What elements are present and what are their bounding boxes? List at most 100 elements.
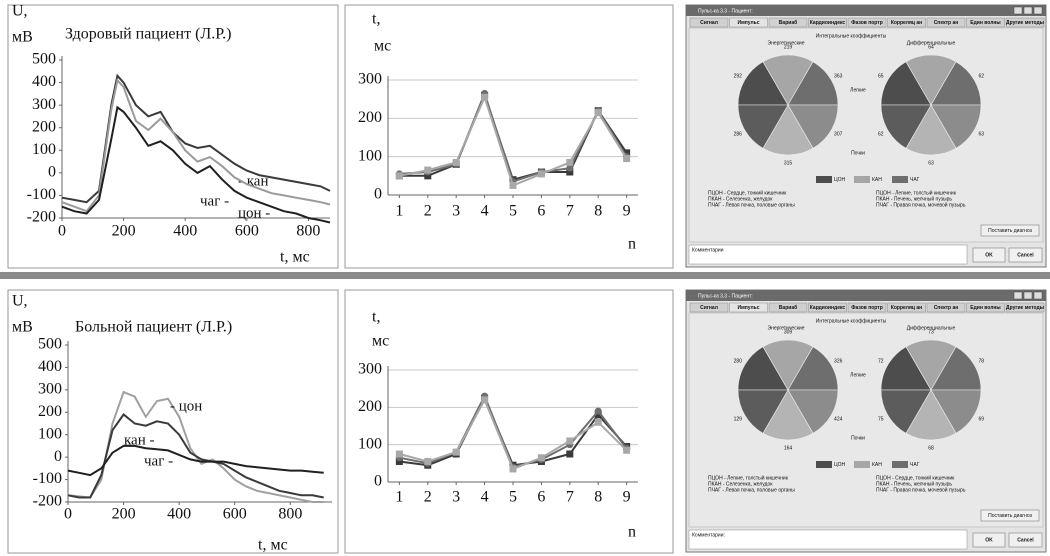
chart: 0100200300123456789t,мсn bbox=[345, 5, 673, 268]
note: ПЧАГ - Правая почка, мочевой пузырь bbox=[876, 486, 966, 493]
diagnose-label: Поставить диагноз bbox=[988, 513, 1032, 519]
marker bbox=[481, 94, 488, 101]
x-tick-label: 2 bbox=[424, 489, 432, 506]
comment-box[interactable] bbox=[689, 245, 967, 264]
content bbox=[689, 313, 1043, 527]
x-tick-label: 4 bbox=[481, 203, 489, 220]
ok-label: OK bbox=[985, 252, 993, 258]
note: ПЦОН - Легкие, толстый кишечник bbox=[876, 189, 957, 196]
pie-label: 64 bbox=[928, 44, 934, 50]
marker bbox=[396, 172, 403, 179]
legend-swatch bbox=[892, 176, 908, 183]
y-axis-label: мВ bbox=[12, 29, 33, 46]
window-button[interactable] bbox=[1014, 7, 1022, 14]
marker bbox=[510, 182, 517, 189]
x-tick-label: 3 bbox=[452, 489, 460, 506]
pie-label: 315 bbox=[784, 160, 793, 166]
marker bbox=[566, 159, 573, 166]
x-axis-label: n bbox=[628, 524, 636, 541]
marker bbox=[538, 170, 545, 177]
pie-label: 69 bbox=[978, 416, 984, 422]
pie-label: 424 bbox=[834, 416, 843, 422]
x-axis-label: t, мс bbox=[280, 249, 310, 266]
tab-label: Корреляц ан bbox=[891, 305, 922, 311]
tab-label: Вариаб bbox=[779, 19, 797, 26]
tab-label: Вариаб bbox=[779, 304, 797, 311]
marker bbox=[623, 155, 630, 162]
y-axis-label: U, bbox=[12, 3, 28, 20]
x-tick-label: 8 bbox=[594, 203, 602, 220]
tab-label: Другие методы bbox=[1006, 20, 1044, 26]
x-tick-label: 4 bbox=[481, 489, 489, 506]
window-button[interactable] bbox=[1034, 292, 1042, 299]
x-tick-label: 1 bbox=[395, 203, 403, 220]
pie-label: 73 bbox=[928, 329, 934, 335]
heading: Интегральные коэффициенты bbox=[816, 33, 887, 39]
pie-label: 72 bbox=[878, 358, 884, 364]
y-tick-label: 500 bbox=[38, 336, 62, 353]
tab-label: Сигнал bbox=[700, 305, 718, 311]
window-button[interactable] bbox=[1024, 292, 1032, 299]
y-tick-label: 100 bbox=[358, 147, 382, 164]
y-tick-label: -100 bbox=[33, 470, 62, 487]
tab-label: Корреляц ан bbox=[891, 20, 922, 26]
y-tick-label: 200 bbox=[358, 109, 382, 126]
note: ПКАН - Печень, желчный пузырь bbox=[876, 195, 952, 202]
separator bbox=[0, 272, 1050, 279]
window-button[interactable] bbox=[1034, 7, 1042, 14]
legend-swatch bbox=[892, 461, 908, 468]
series-label: чаг - bbox=[144, 453, 173, 469]
legend-swatch bbox=[854, 176, 870, 183]
legend-label: ЦОН bbox=[834, 462, 845, 468]
note: ПЧАГ - Левая почка, половые органы bbox=[708, 487, 795, 493]
pie-label: 65 bbox=[878, 73, 884, 79]
pie-label: 307 bbox=[834, 131, 843, 137]
x-tick-label: 7 bbox=[566, 203, 574, 220]
chart: -200-10001002003004005000200400600800Бол… bbox=[8, 290, 338, 554]
window-button[interactable] bbox=[1014, 292, 1022, 299]
window-button[interactable] bbox=[1024, 7, 1032, 14]
tab-label: Импульс bbox=[737, 305, 759, 311]
y-tick-label: 400 bbox=[38, 358, 62, 375]
comment-box[interactable] bbox=[689, 530, 967, 549]
pie-label: 63 bbox=[978, 131, 984, 137]
pie-label: 63 bbox=[928, 160, 934, 166]
pie-label: 75 bbox=[878, 416, 884, 422]
chart: 0100200300123456789t,мсn bbox=[345, 290, 673, 553]
tab-label: Спектр ан bbox=[934, 305, 959, 311]
tab-label: Импульс bbox=[737, 20, 759, 26]
upper-label: Легкие bbox=[850, 87, 866, 93]
x-tick-label: 600 bbox=[235, 223, 259, 240]
x-tick-label: 6 bbox=[537, 489, 545, 506]
y-tick-label: 200 bbox=[358, 398, 382, 415]
heading: Интегральные коэффициенты bbox=[816, 318, 887, 324]
ok-label: OK bbox=[985, 537, 993, 543]
series-label: цон - bbox=[238, 205, 270, 221]
tab-label: Сигнал bbox=[700, 20, 718, 26]
legend-swatch bbox=[854, 461, 870, 468]
x-tick-label: 9 bbox=[623, 489, 631, 506]
pie-label: 129 bbox=[734, 416, 743, 422]
legend-swatch bbox=[816, 176, 832, 183]
tab-label: Един волны bbox=[970, 305, 1000, 311]
window-title: Пульс-ка 3.3 - Пациент: bbox=[698, 293, 753, 299]
y-tick-label: 300 bbox=[358, 361, 382, 378]
pie-label: 309 bbox=[784, 329, 793, 335]
tab-label: Фазов портр bbox=[851, 305, 883, 311]
tab-label: Кардиоиндекс bbox=[810, 305, 846, 311]
screenshot: Пульс-ка 3.3 - Пациент:СигналИмпульсВари… bbox=[686, 5, 1046, 267]
pie-label: 326 bbox=[834, 358, 843, 364]
chart-title: Больной пациент (Л.Р.) bbox=[75, 319, 232, 336]
comment-label: Комментарии: bbox=[692, 532, 725, 538]
pie-label: 62 bbox=[878, 131, 884, 137]
marker bbox=[566, 451, 573, 458]
tab-label: Фазов портр bbox=[851, 20, 883, 26]
x-tick-label: 200 bbox=[112, 506, 136, 523]
marker bbox=[623, 447, 630, 454]
x-tick-label: 7 bbox=[566, 489, 574, 506]
x-tick-label: 6 bbox=[537, 203, 545, 220]
y-tick-label: -100 bbox=[27, 186, 56, 203]
y-axis-label: U, bbox=[12, 293, 28, 310]
upper-label: Легкие bbox=[850, 372, 866, 378]
pie-label: 68 bbox=[928, 445, 934, 451]
